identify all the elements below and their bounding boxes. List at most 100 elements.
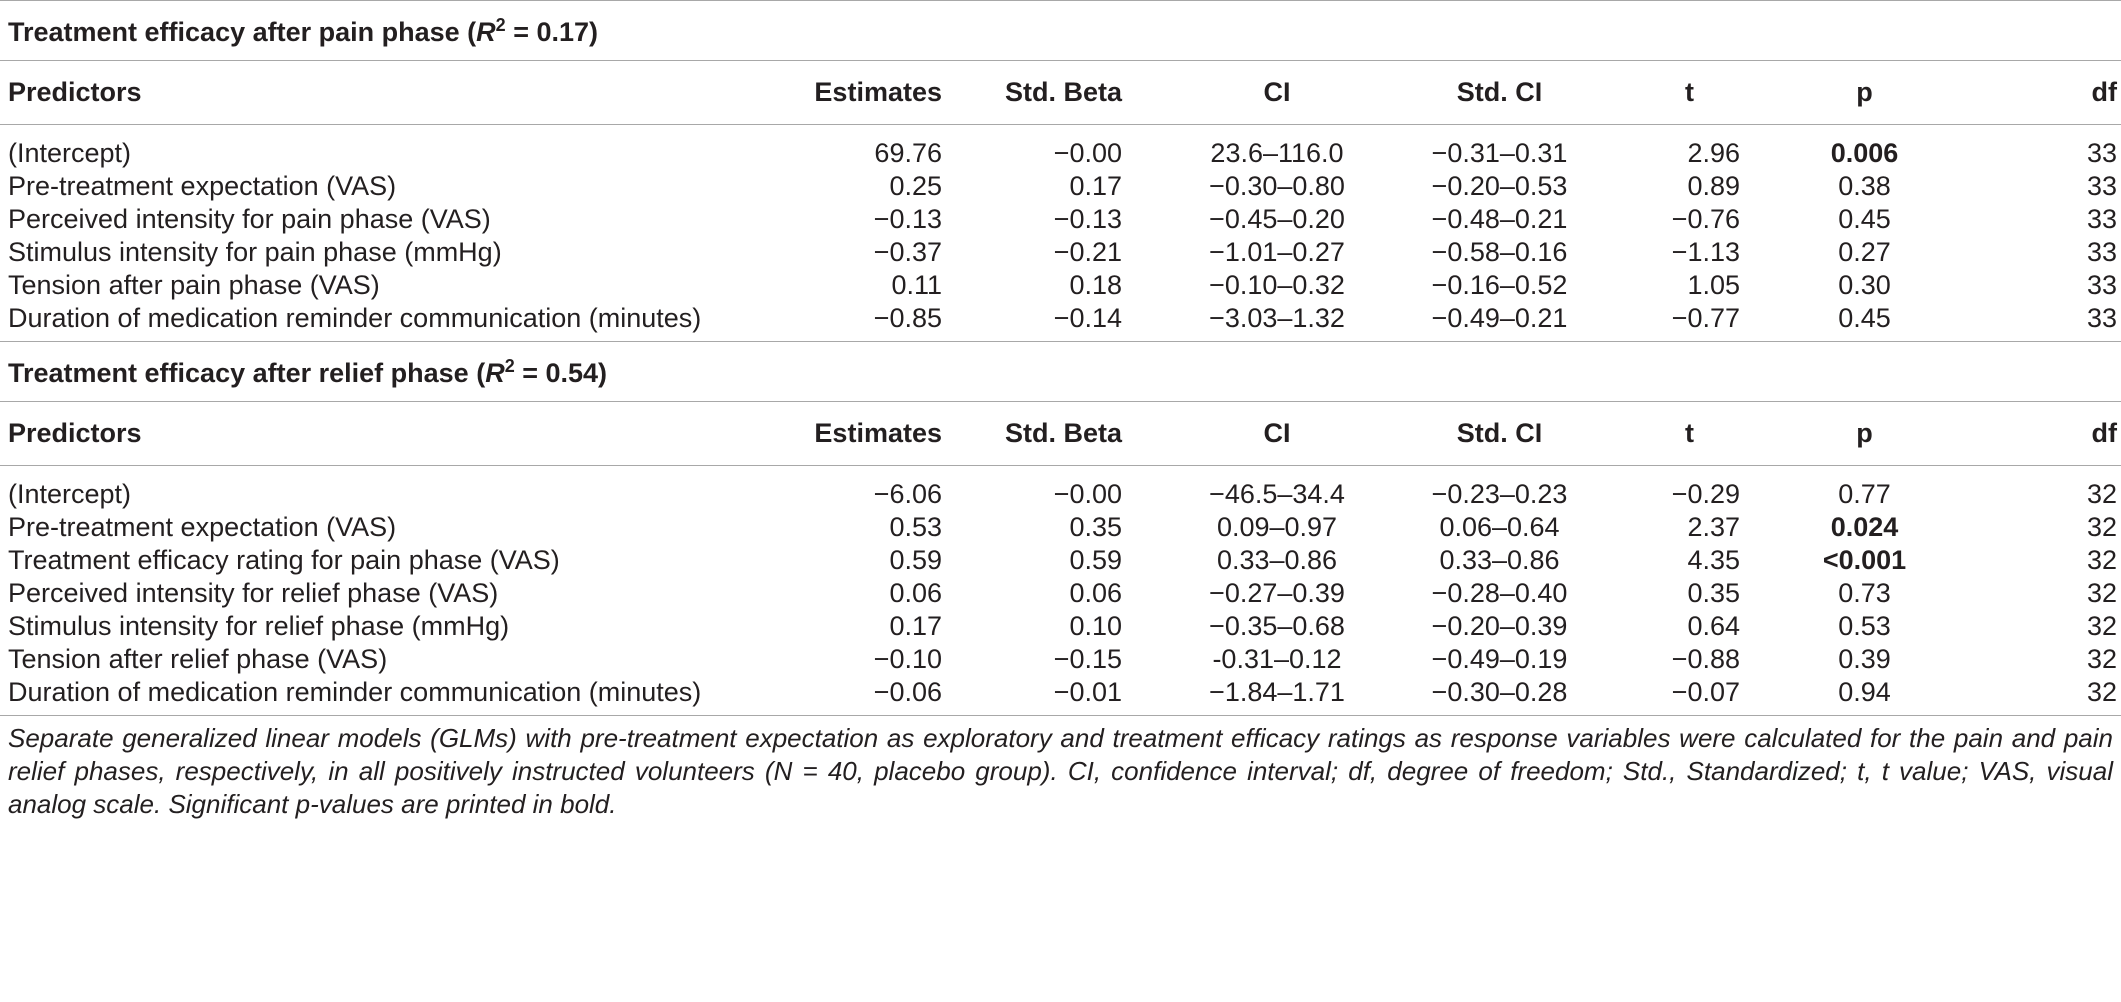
predictor-cell: Treatment efficacy rating for pain phase… <box>8 545 560 575</box>
predictor-cell: Stimulus intensity for pain phase (mmHg) <box>8 237 502 267</box>
t-cell: −0.77 <box>1671 303 1740 333</box>
ci-cell: 0.33–0.86 <box>1216 545 1338 575</box>
std-beta-cell: −0.00 <box>1053 138 1122 168</box>
header-std-ci: Std. CI <box>1380 60 1615 125</box>
p-value-cell: 0.27 <box>1838 237 1891 267</box>
table-row: Treatment efficacy rating for pain phase… <box>0 544 2121 577</box>
std-beta-cell: −0.15 <box>1053 644 1122 674</box>
table-row: (Intercept) −6.06 −0.00 −46.5–34.4 −0.23–0.2… <box>0 466 2121 512</box>
p-value-cell: 0.45 <box>1838 204 1891 234</box>
t-cell: 1.05 <box>1687 270 1740 300</box>
header-p: p <box>1760 401 1965 466</box>
header-df: df <box>1965 60 2121 125</box>
df-cell: 32 <box>2086 512 2117 542</box>
header-std-ci: Std. CI <box>1380 401 1615 466</box>
df-cell: 33 <box>2086 138 2117 168</box>
std-ci-cell: −0.30–0.28 <box>1431 677 1568 707</box>
r-squared-symbol: R <box>485 358 505 388</box>
header-estimates: Estimates <box>800 401 970 466</box>
std-ci-cell: 0.33–0.86 <box>1439 545 1560 575</box>
table-row: Duration of medication reminder communic… <box>0 676 2121 716</box>
header-ci: CI <box>1170 401 1380 466</box>
header-std-beta: Std. Beta <box>970 401 1170 466</box>
table-footnote: Separate generalized linear models (GLMs… <box>0 715 2121 821</box>
header-predictors: Predictors <box>0 60 800 125</box>
ci-cell: 0.09–0.97 <box>1216 512 1338 542</box>
t-cell: 0.89 <box>1687 171 1740 201</box>
t-cell: −0.88 <box>1671 644 1740 674</box>
header-std-beta: Std. Beta <box>970 60 1170 125</box>
predictor-cell: Perceived intensity for relief phase (VA… <box>8 578 499 608</box>
df-cell: 32 <box>2086 611 2117 641</box>
t-cell: 2.37 <box>1687 512 1740 542</box>
estimate-cell: 0.53 <box>889 512 942 542</box>
predictor-cell: Pre-treatment expectation (VAS) <box>8 171 397 201</box>
predictor-cell: Duration of medication reminder communic… <box>8 677 702 707</box>
std-beta-cell: −0.01 <box>1053 677 1122 707</box>
table-row: Duration of medication reminder communic… <box>0 302 2121 342</box>
t-cell: −0.76 <box>1671 204 1740 234</box>
r-squared-superscript: 2 <box>495 15 506 35</box>
df-cell: 33 <box>2086 303 2117 333</box>
std-beta-cell: −0.14 <box>1053 303 1122 333</box>
footnote-row: Separate generalized linear models (GLMs… <box>0 715 2121 821</box>
section-title-row: Treatment efficacy after pain phase (R2 … <box>0 0 2121 61</box>
section-title-prefix: Treatment efficacy after relief phase ( <box>8 358 486 388</box>
glm-results-table: Treatment efficacy after pain phase (R2 … <box>0 0 2121 821</box>
std-beta-cell: 0.10 <box>1069 611 1122 641</box>
predictor-cell: Stimulus intensity for relief phase (mmH… <box>8 611 510 641</box>
p-value-cell: 0.94 <box>1838 677 1891 707</box>
table-row: Tension after relief phase (VAS) −0.10 −0.… <box>0 643 2121 676</box>
t-cell: −1.13 <box>1671 237 1740 267</box>
df-cell: 32 <box>2086 479 2117 509</box>
estimate-cell: −0.10 <box>873 644 942 674</box>
estimate-cell: 0.17 <box>889 611 942 641</box>
df-cell: 33 <box>2086 270 2117 300</box>
r-squared-superscript: 2 <box>504 356 515 376</box>
ci-cell: −46.5–34.4 <box>1209 479 1345 509</box>
estimate-cell: 0.59 <box>889 545 942 575</box>
t-cell: 4.35 <box>1687 545 1740 575</box>
std-ci-cell: −0.31–0.31 <box>1431 138 1568 168</box>
section-title-prefix: Treatment efficacy after pain phase ( <box>8 17 477 47</box>
section-title: Treatment efficacy after relief phase (R… <box>0 341 2121 402</box>
table-row: Pre-treatment expectation (VAS) 0.25 0.17 −… <box>0 170 2121 203</box>
header-predictors: Predictors <box>0 401 800 466</box>
std-beta-cell: 0.06 <box>1069 578 1122 608</box>
header-ci: CI <box>1170 60 1380 125</box>
t-cell: 0.64 <box>1687 611 1740 641</box>
p-value-cell: 0.73 <box>1838 578 1891 608</box>
std-ci-cell: −0.49–0.21 <box>1431 303 1568 333</box>
ci-cell: −1.01–0.27 <box>1209 237 1345 267</box>
table-row: Tension after pain phase (VAS) 0.11 0.18 −0… <box>0 269 2121 302</box>
section-title-suffix: = 0.54) <box>514 358 608 388</box>
std-beta-cell: −0.13 <box>1053 204 1122 234</box>
t-cell: −0.29 <box>1671 479 1740 509</box>
ci-cell: −0.30–0.80 <box>1209 171 1345 201</box>
table-row: Pre-treatment expectation (VAS) 0.53 0.35 0… <box>0 511 2121 544</box>
df-cell: 32 <box>2086 578 2117 608</box>
std-ci-cell: 0.06–0.64 <box>1439 512 1560 542</box>
std-ci-cell: −0.20–0.39 <box>1431 611 1568 641</box>
estimate-cell: −0.37 <box>873 237 942 267</box>
ci-cell: −0.10–0.32 <box>1209 270 1345 300</box>
p-value-cell: 0.53 <box>1838 611 1891 641</box>
std-ci-cell: −0.28–0.40 <box>1431 578 1568 608</box>
ci-cell: −0.27–0.39 <box>1209 578 1345 608</box>
estimate-cell: −0.06 <box>873 677 942 707</box>
p-value-cell: 0.45 <box>1838 303 1891 333</box>
std-ci-cell: −0.48–0.21 <box>1431 204 1568 234</box>
df-cell: 33 <box>2086 171 2117 201</box>
column-header-row: Predictors Estimates Std. Beta CI Std. CI t p d… <box>0 60 2121 125</box>
estimate-cell: −0.13 <box>873 204 942 234</box>
estimate-cell: 0.11 <box>891 270 942 300</box>
estimate-cell: 69.76 <box>874 138 942 168</box>
column-header-row: Predictors Estimates Std. Beta CI Std. CI t p d… <box>0 401 2121 466</box>
t-cell: 2.96 <box>1687 138 1740 168</box>
section-title-suffix: = 0.17) <box>505 17 598 47</box>
section-title-row: Treatment efficacy after relief phase (R… <box>0 341 2121 402</box>
p-value-cell: 0.024 <box>1830 512 1899 542</box>
header-estimates: Estimates <box>800 60 970 125</box>
predictor-cell: Tension after pain phase (VAS) <box>8 270 380 300</box>
table-row: Perceived intensity for pain phase (VAS)… <box>0 203 2121 236</box>
